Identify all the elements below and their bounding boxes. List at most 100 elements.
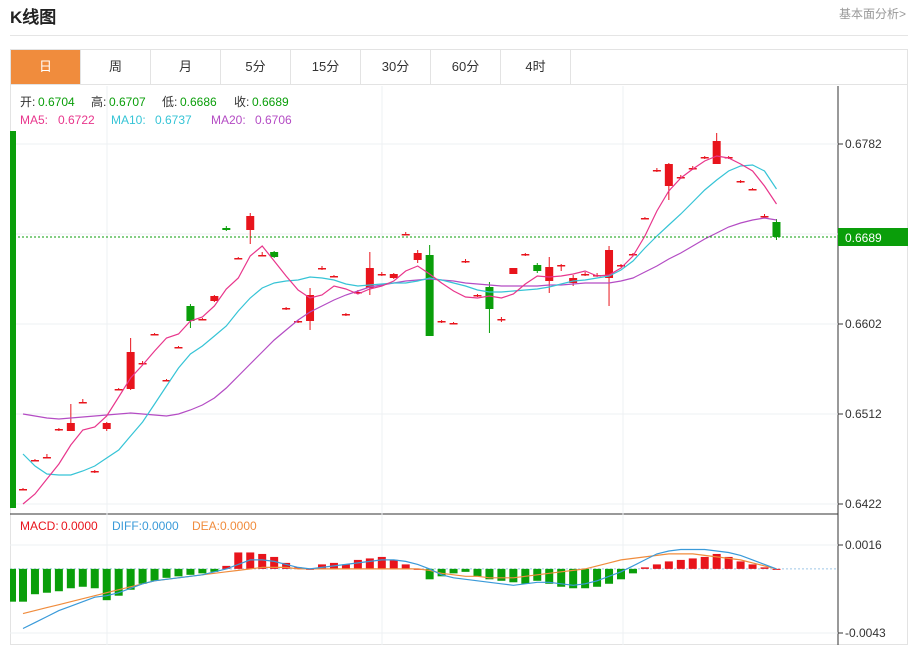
macd-bar bbox=[748, 564, 757, 569]
macd-bar bbox=[234, 552, 243, 569]
macd-bar bbox=[724, 556, 733, 569]
macd-bar bbox=[42, 568, 51, 593]
macd-value: 0.0000 bbox=[61, 519, 98, 533]
macd-bar bbox=[30, 568, 39, 595]
fundamental-analysis-link[interactable]: 基本面分析> bbox=[838, 7, 906, 21]
tab-week[interactable]: 周 bbox=[81, 50, 151, 84]
indicator-lines bbox=[10, 155, 838, 505]
candle-body bbox=[246, 216, 255, 230]
macd-bar bbox=[186, 568, 195, 575]
candle-body bbox=[150, 334, 159, 336]
candle-body bbox=[294, 321, 303, 323]
macd-bar bbox=[760, 567, 769, 569]
candle-body bbox=[186, 306, 195, 321]
candle-body bbox=[377, 274, 386, 276]
candle-body bbox=[19, 489, 27, 491]
candle-body bbox=[102, 423, 111, 429]
macd-bar bbox=[509, 568, 518, 583]
tab-5min[interactable]: 5分 bbox=[221, 50, 291, 84]
candle-body bbox=[282, 308, 291, 310]
candle-body bbox=[30, 460, 39, 462]
candle-body bbox=[270, 252, 279, 257]
macd-tick-label: -0.0043 bbox=[845, 626, 886, 640]
ma5-label: MA5: bbox=[20, 113, 48, 127]
candle-body bbox=[760, 216, 769, 218]
close-value: 0.6689 bbox=[252, 95, 289, 109]
candle-body bbox=[461, 261, 470, 263]
macd-label: MACD: bbox=[20, 519, 59, 533]
candle-body bbox=[748, 189, 757, 191]
tab-day[interactable]: 日 bbox=[11, 50, 81, 84]
candlesticks bbox=[10, 131, 781, 508]
macd-edge-bar bbox=[10, 568, 16, 602]
candle-body bbox=[449, 323, 458, 325]
candle-body bbox=[90, 471, 99, 473]
low-label: 低: bbox=[162, 95, 177, 109]
tab-15min[interactable]: 15分 bbox=[291, 50, 361, 84]
low-value: 0.6686 bbox=[180, 95, 217, 109]
macd-bar bbox=[138, 568, 147, 584]
macd-bar bbox=[114, 568, 123, 596]
candle-body bbox=[222, 228, 231, 230]
candle-body bbox=[174, 347, 183, 349]
price-tick-label: 0.6422 bbox=[845, 497, 882, 511]
tab-4hour[interactable]: 4时 bbox=[501, 50, 571, 84]
candle-body bbox=[545, 267, 554, 281]
candle-body bbox=[329, 276, 338, 278]
candle-body bbox=[664, 164, 673, 186]
page-title: K线图 bbox=[10, 8, 57, 27]
macd-bar bbox=[258, 553, 267, 569]
candle-body bbox=[652, 170, 661, 172]
macd-bar bbox=[19, 568, 27, 602]
macd-bar bbox=[282, 562, 291, 569]
candle-body bbox=[521, 254, 530, 256]
macd-bar bbox=[569, 568, 578, 589]
price-tick-label: 0.6602 bbox=[845, 317, 882, 331]
ma20-line bbox=[22, 217, 777, 420]
tab-30min[interactable]: 30分 bbox=[361, 50, 431, 84]
macd-tick-label: 0.0016 bbox=[845, 538, 882, 552]
candle-body bbox=[712, 141, 721, 164]
macd-histogram bbox=[10, 548, 838, 630]
macd-bar bbox=[66, 568, 75, 589]
macd-bar bbox=[377, 556, 386, 569]
candle-body bbox=[306, 295, 315, 321]
macd-bar bbox=[473, 568, 482, 577]
tab-month[interactable]: 月 bbox=[151, 50, 221, 84]
macd-bar bbox=[365, 558, 374, 569]
candle-body bbox=[341, 314, 350, 316]
macd-bar bbox=[688, 558, 697, 569]
candle-body bbox=[485, 287, 494, 309]
candle-body bbox=[772, 222, 781, 237]
candle-body bbox=[126, 352, 135, 389]
macd-bar bbox=[246, 552, 255, 569]
candle-body bbox=[258, 255, 267, 257]
candle-body bbox=[210, 296, 219, 301]
ma10-line bbox=[22, 164, 777, 476]
candle-body bbox=[533, 265, 542, 271]
ma10-value: 0.6737 bbox=[155, 113, 192, 127]
macd-bar bbox=[712, 553, 721, 569]
macd-bar bbox=[270, 556, 279, 569]
macd-bar bbox=[628, 568, 637, 574]
ma10-label: MA10: bbox=[111, 113, 146, 127]
dea-label: DEA: bbox=[192, 519, 220, 533]
ma20-value: 0.6706 bbox=[255, 113, 292, 127]
high-label: 高: bbox=[91, 94, 106, 109]
tab-60min[interactable]: 60分 bbox=[431, 50, 501, 84]
candle-body bbox=[54, 429, 63, 431]
macd-bar bbox=[425, 568, 434, 580]
macd-bar bbox=[102, 568, 111, 601]
macd-bar bbox=[676, 559, 685, 569]
candle-body bbox=[700, 157, 709, 159]
macd-bar bbox=[557, 568, 566, 587]
candle-body bbox=[413, 253, 422, 260]
ma20-label: MA20: bbox=[211, 113, 246, 127]
macd-bar bbox=[581, 568, 590, 589]
macd-bar bbox=[210, 568, 219, 572]
macd-bar bbox=[437, 568, 446, 577]
macd-bar bbox=[485, 568, 494, 580]
open-label: 开: bbox=[20, 95, 35, 109]
candle-body bbox=[401, 234, 410, 236]
